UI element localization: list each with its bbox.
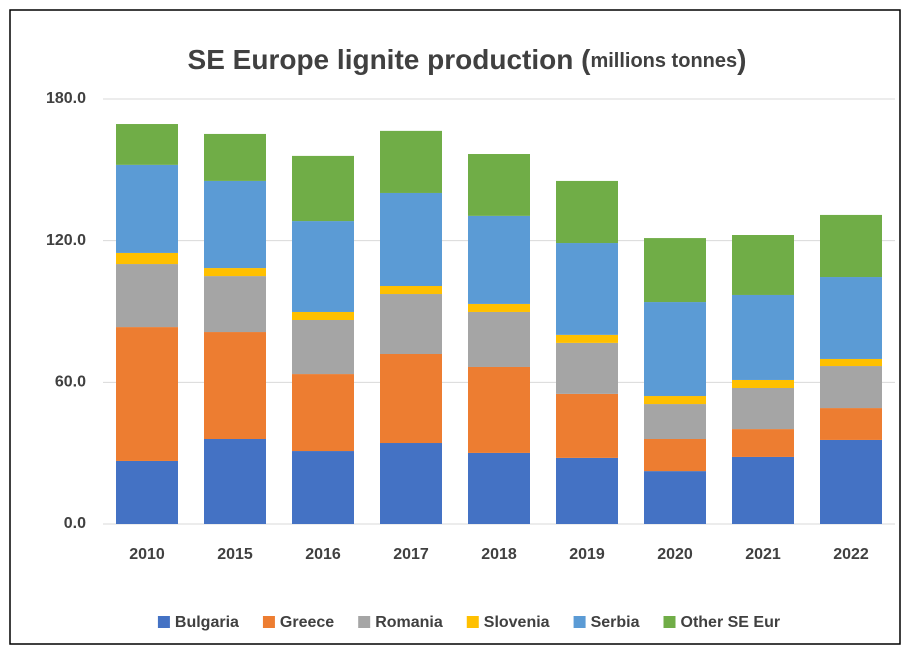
- bar-segment: [292, 320, 354, 375]
- bar-segment: [116, 327, 178, 461]
- x-tick-label: 2015: [217, 546, 253, 563]
- legend-swatch: [157, 616, 170, 628]
- bar-segment: [380, 130, 442, 193]
- bar-segment: [380, 286, 442, 295]
- bar-segment: [820, 366, 882, 409]
- bar-segment: [468, 366, 530, 453]
- x-tick-label: 2016: [305, 546, 341, 563]
- bar-segment: [204, 133, 266, 181]
- bar-segment: [468, 303, 530, 312]
- bar-segment: [556, 342, 618, 394]
- bar-segment: [732, 235, 794, 295]
- legend-label: Greece: [280, 614, 334, 631]
- bar-segment: [732, 456, 794, 524]
- y-tick-label: 0.0: [64, 515, 86, 532]
- bar-segment: [468, 154, 530, 216]
- bar-segment: [380, 443, 442, 524]
- bar-segment: [556, 243, 618, 335]
- title-unit: millions tonnes: [590, 50, 737, 72]
- legend-swatch: [663, 616, 676, 628]
- x-tick-label: 2017: [393, 546, 429, 563]
- legend-swatch: [262, 616, 275, 628]
- bar-segment: [556, 180, 618, 244]
- bar-segment: [204, 439, 266, 524]
- bar-segment: [292, 221, 354, 312]
- bar-segment: [644, 439, 706, 472]
- y-tick-label: 60.0: [55, 374, 86, 391]
- x-tick-label: 2020: [657, 546, 693, 563]
- x-tick-label: 2010: [129, 546, 165, 563]
- bar-segment: [204, 332, 266, 439]
- legend-label: Bulgaria: [175, 614, 239, 631]
- x-tick-label: 2019: [569, 546, 605, 563]
- title-close: ): [737, 44, 746, 75]
- bar-segment: [644, 471, 706, 524]
- bar-segment: [116, 264, 178, 328]
- legend-swatch: [358, 616, 371, 628]
- bar-segment: [380, 192, 442, 286]
- bar-segment: [820, 408, 882, 440]
- bar-segment: [116, 164, 178, 253]
- bar-segment: [292, 311, 354, 320]
- bar-segment: [556, 393, 618, 458]
- bar-segment: [556, 457, 618, 524]
- bar-segment: [732, 294, 794, 380]
- bar-segment: [820, 277, 882, 359]
- bar-segment: [644, 396, 706, 405]
- bar-segment: [644, 302, 706, 397]
- bar-segment: [380, 354, 442, 444]
- bar-segment: [380, 294, 442, 354]
- bar-segment: [116, 252, 178, 265]
- legend-swatch: [466, 616, 479, 628]
- bar-segment: [292, 451, 354, 524]
- legend-label: Slovenia: [484, 614, 550, 631]
- bar-segment: [468, 452, 530, 524]
- x-tick-label: 2021: [745, 546, 781, 563]
- bar-segment: [732, 388, 794, 430]
- y-tick-label: 120.0: [46, 232, 86, 249]
- bar-segment: [820, 358, 882, 367]
- legend-label: Other SE Eur: [681, 614, 781, 631]
- bar-segment: [204, 180, 266, 269]
- bar-segment: [116, 124, 178, 165]
- legend-label: Romania: [375, 614, 443, 631]
- bar-segment: [644, 404, 706, 439]
- bar-segment: [556, 334, 618, 343]
- x-tick-label: 2018: [481, 546, 517, 563]
- legend-label: Serbia: [591, 614, 640, 631]
- bar-segment: [468, 311, 530, 367]
- bar-segment: [116, 460, 178, 524]
- legend-swatch: [573, 616, 586, 628]
- chart-title: SE Europe lignite production (millions t…: [188, 44, 747, 75]
- title-main: SE Europe lignite production (: [188, 44, 592, 75]
- bar-segment: [292, 374, 354, 452]
- bar-segment: [204, 276, 266, 333]
- y-tick-label: 180.0: [46, 90, 86, 107]
- bar-segment: [732, 429, 794, 457]
- x-tick-label: 2022: [833, 546, 869, 563]
- bar-segment: [820, 214, 882, 278]
- bar-segment: [820, 439, 882, 524]
- bar-segment: [644, 238, 706, 303]
- bar-segment: [732, 379, 794, 388]
- bar-segment: [292, 155, 354, 222]
- bar-segment: [468, 215, 530, 304]
- bar-segment: [204, 268, 266, 277]
